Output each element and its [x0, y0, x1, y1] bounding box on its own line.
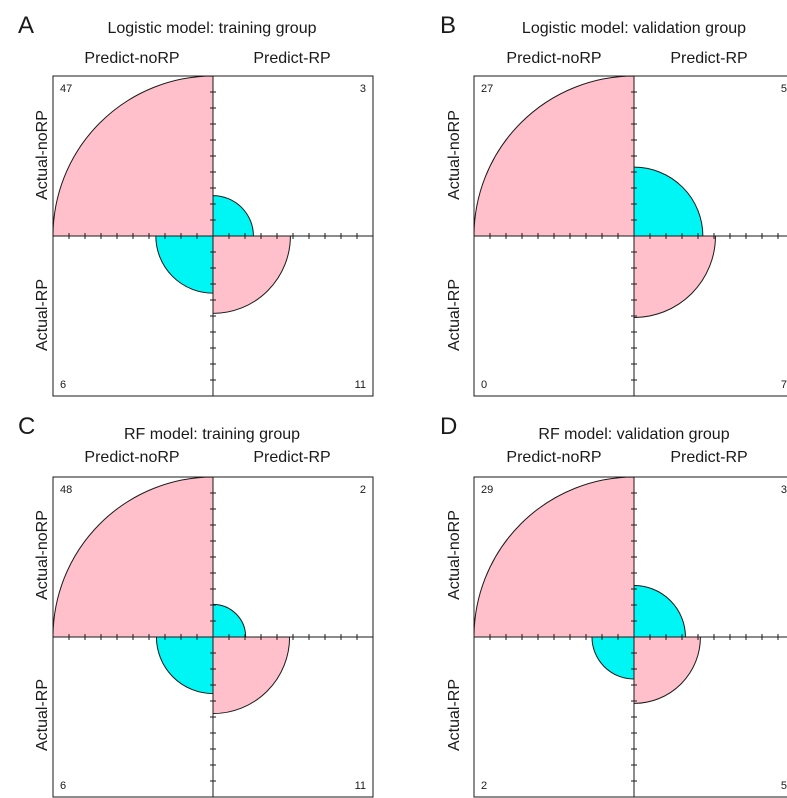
panel-title: RF model: training group: [123, 426, 301, 443]
sector-tl: [52, 476, 214, 638]
count-bl: 2: [481, 780, 487, 792]
sector-bl: [155, 235, 214, 294]
sector-tl: [52, 75, 214, 237]
count-br: 5: [781, 780, 787, 792]
panel-letter: D: [440, 413, 458, 440]
count-tr: 3: [781, 484, 787, 496]
col-label-predict-rp: Predict-RP: [670, 50, 748, 67]
panel-title: RF model: validation group: [538, 426, 730, 443]
panel-letter: A: [18, 12, 35, 39]
sector-br: [212, 235, 291, 314]
count-tl: 27: [481, 83, 493, 95]
count-br: 11: [355, 780, 366, 792]
col-label-predict-norp: Predict-noRP: [84, 449, 180, 466]
sector-bl: [155, 636, 214, 695]
count-bl: 6: [60, 379, 66, 391]
count-tl: 29: [481, 484, 493, 496]
col-label-predict-norp: Predict-noRP: [506, 449, 602, 466]
col-label-predict-rp: Predict-RP: [253, 449, 331, 466]
sector-tr: [212, 195, 254, 237]
sector-tr: [633, 166, 704, 237]
count-bl: 6: [60, 780, 66, 792]
sector-br: [633, 235, 716, 318]
count-bl: 0: [481, 379, 487, 391]
sector-tl: [473, 75, 635, 237]
panel-letter: B: [440, 12, 457, 39]
panel-title: Logistic model: training group: [107, 20, 317, 37]
sector-bl: [591, 636, 635, 680]
col-label-predict-rp: Predict-RP: [670, 449, 748, 466]
col-label-predict-rp: Predict-RP: [253, 50, 331, 67]
count-tr: 5: [781, 83, 787, 95]
sector-tl: [473, 476, 635, 638]
count-br: 11: [355, 379, 366, 391]
col-label-predict-norp: Predict-noRP: [506, 50, 602, 67]
count-br: 7: [781, 379, 787, 391]
panel-letter: C: [18, 413, 36, 440]
sector-br: [633, 636, 701, 704]
count-tl: 48: [60, 484, 72, 496]
sector-tr: [633, 585, 686, 638]
col-label-predict-norp: Predict-noRP: [84, 50, 180, 67]
count-tr: 3: [360, 83, 366, 95]
sector-br: [212, 636, 291, 715]
count-tr: 2: [360, 484, 366, 496]
count-tl: 47: [60, 83, 72, 95]
panel-title: Logistic model: validation group: [521, 20, 747, 37]
